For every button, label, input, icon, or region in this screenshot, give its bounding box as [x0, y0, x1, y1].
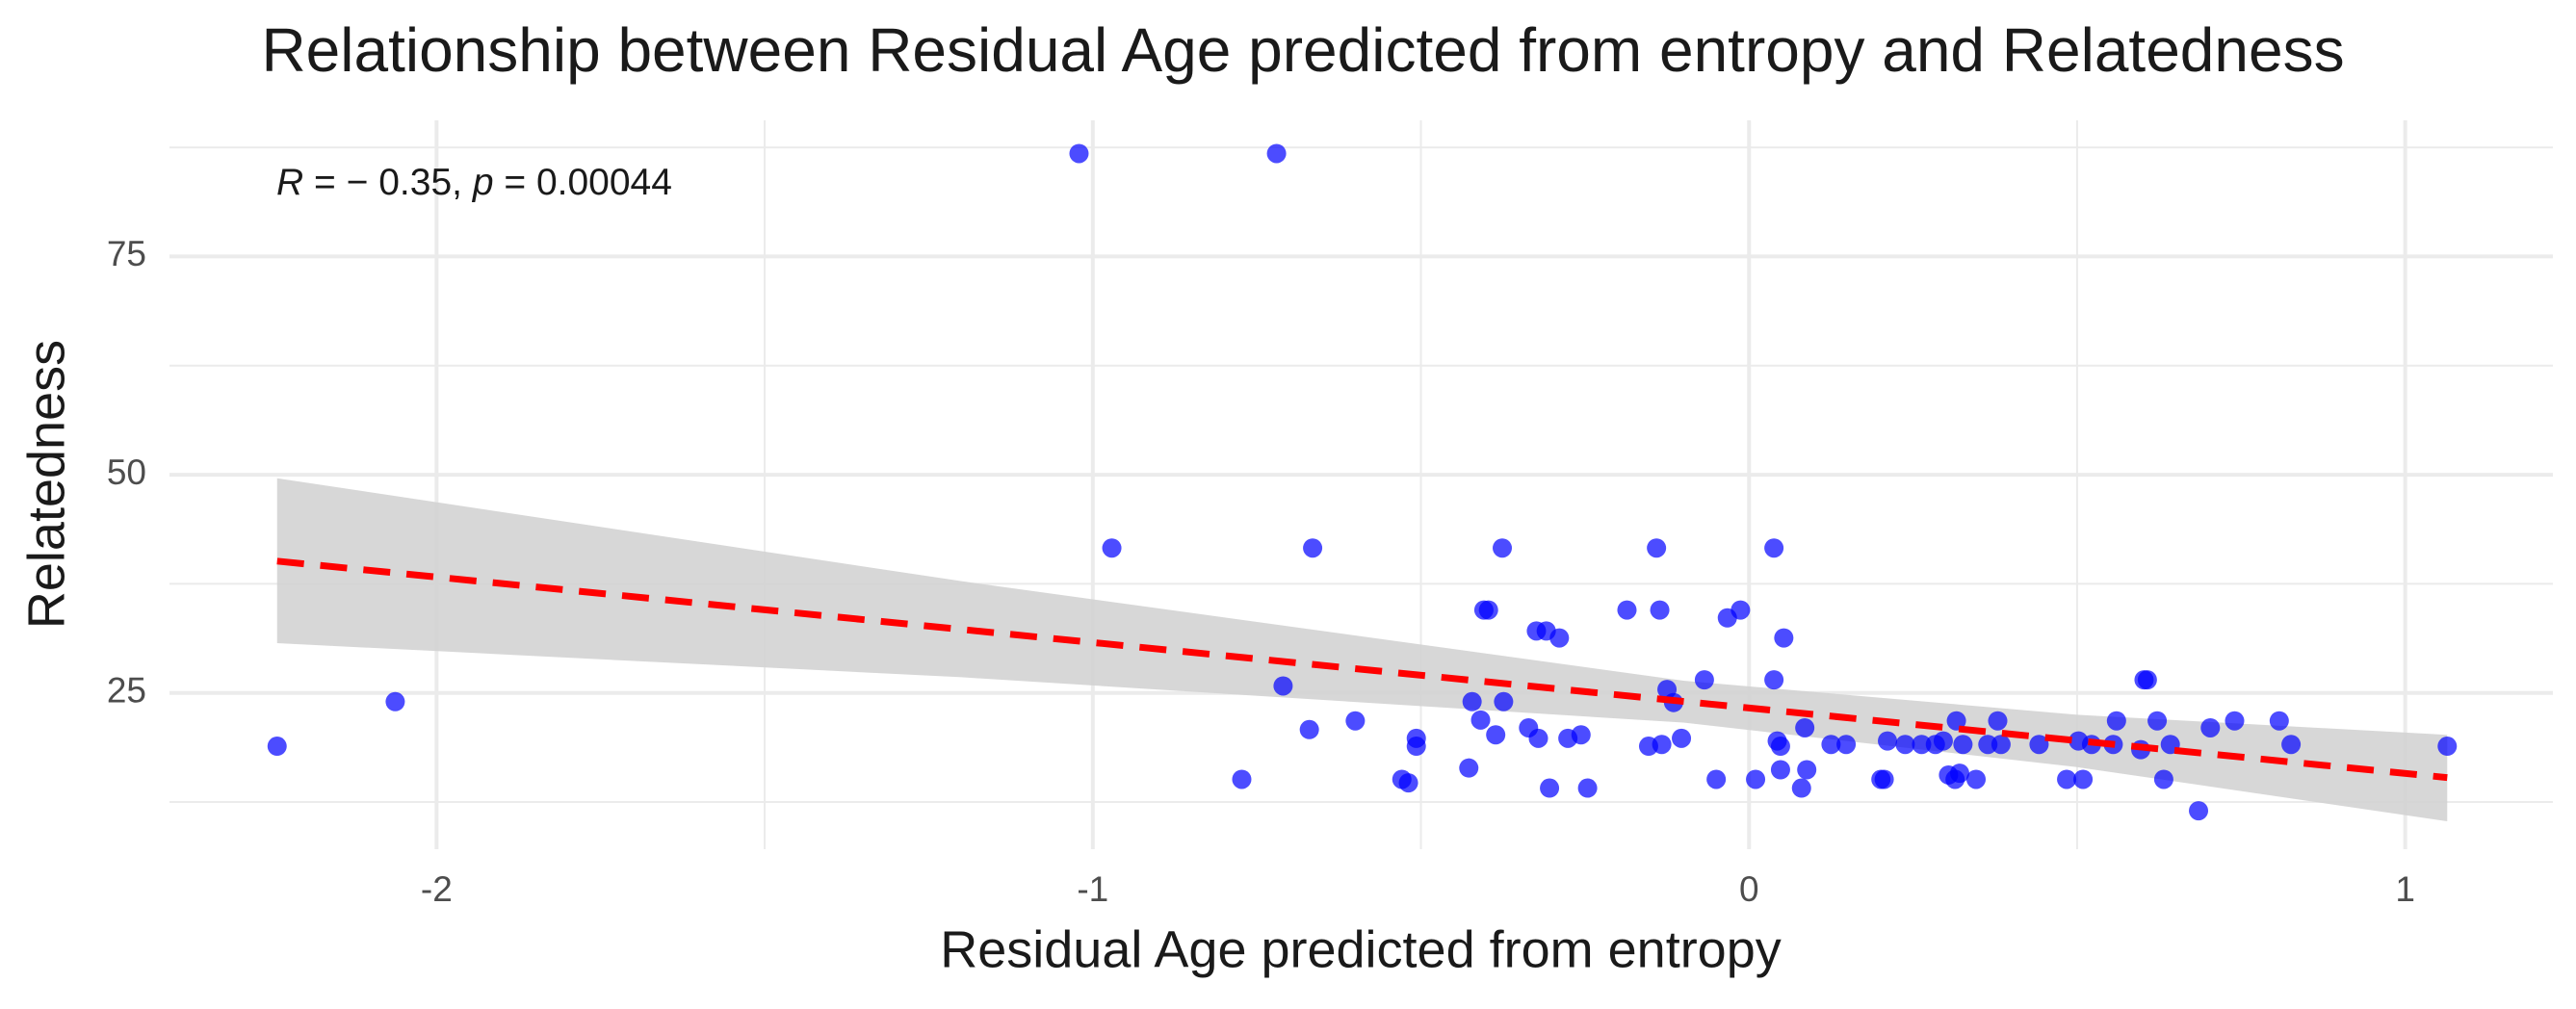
data-point — [1764, 670, 1784, 690]
confidence-band — [276, 478, 2448, 821]
data-point — [1770, 737, 1790, 757]
data-point — [1966, 769, 1987, 789]
data-point — [1540, 778, 1560, 798]
data-point — [1528, 728, 1548, 748]
data-point — [1494, 691, 1514, 711]
data-point — [1774, 628, 1794, 648]
x-tick-label: -2 — [421, 869, 453, 909]
data-point — [1770, 760, 1790, 780]
data-point — [2057, 769, 2077, 789]
data-point — [1912, 735, 1932, 755]
x-axis-title: Residual Age predicted from entropy — [940, 920, 1782, 978]
y-axis-title: Relatedness — [17, 340, 75, 629]
data-point — [1933, 731, 1953, 751]
annotation-part: = − 0.35, — [303, 162, 473, 203]
data-point — [1470, 710, 1491, 730]
data-point — [1486, 725, 1506, 745]
data-point — [1406, 737, 1426, 757]
data-point — [1874, 769, 1894, 789]
data-point — [2137, 670, 2157, 690]
x-tick-label: -1 — [1077, 869, 1108, 909]
data-point — [1345, 711, 1366, 731]
data-point — [1836, 735, 1857, 755]
data-point — [2437, 737, 2458, 757]
data-point — [1273, 676, 1293, 696]
annotation-part: R — [276, 162, 303, 203]
data-point — [1706, 769, 1727, 789]
data-point — [1991, 735, 2011, 755]
data-point — [1266, 143, 1287, 164]
data-point — [2189, 801, 2209, 821]
data-point — [2153, 769, 2173, 789]
data-point — [2106, 711, 2126, 731]
data-point — [1764, 538, 1784, 558]
data-point — [1650, 600, 1670, 620]
chart-title: Relationship between Residual Age predic… — [261, 15, 2344, 85]
annotation: R = − 0.35, p = 0.00044 — [276, 162, 672, 203]
data-point — [2281, 735, 2302, 755]
data-point — [1299, 719, 1319, 739]
data-point — [1795, 717, 1815, 737]
data-point — [1398, 773, 1418, 793]
y-tick-label: 25 — [107, 671, 146, 711]
data-point — [1102, 538, 1122, 558]
data-point — [1493, 538, 1513, 558]
data-point — [2073, 769, 2094, 789]
data-point — [1953, 735, 1973, 755]
data-point — [1647, 538, 1667, 558]
data-point — [2200, 717, 2221, 737]
data-point — [1878, 731, 1898, 751]
annotation-part: p — [472, 162, 494, 203]
data-point — [1730, 600, 1751, 620]
data-point — [2225, 711, 2245, 731]
x-tick-label: 1 — [2395, 869, 2415, 909]
regression-line — [276, 557, 2448, 782]
annotation-part: = 0.00044 — [494, 162, 672, 203]
data-point — [1462, 691, 1482, 711]
x-tick-label: 0 — [1739, 869, 1759, 909]
data-point — [385, 691, 405, 711]
data-point — [1949, 763, 1969, 784]
y-tick-label: 75 — [107, 234, 146, 273]
data-point — [1069, 143, 1089, 164]
data-point — [1303, 538, 1323, 558]
data-point — [2029, 735, 2049, 755]
data-point — [267, 737, 287, 757]
data-point — [1797, 760, 1817, 780]
data-point — [1459, 758, 1479, 778]
data-point — [1821, 735, 1841, 755]
data-point — [1478, 600, 1498, 620]
data-point — [1571, 725, 1591, 745]
data-point — [2147, 711, 2168, 731]
data-point — [1791, 778, 1811, 798]
data-point — [1232, 769, 1252, 789]
data-point — [1617, 600, 1637, 620]
data-point — [1746, 769, 1766, 789]
data-point — [1577, 778, 1598, 798]
data-point — [1895, 735, 1915, 755]
data-point — [1694, 670, 1714, 690]
data-point — [1672, 728, 1692, 748]
data-point — [1946, 711, 1966, 731]
data-point — [2269, 711, 2289, 731]
data-point — [1988, 711, 2008, 731]
y-tick-label: 50 — [107, 453, 146, 492]
data-point — [1652, 735, 1672, 755]
data-point — [1549, 628, 1570, 648]
